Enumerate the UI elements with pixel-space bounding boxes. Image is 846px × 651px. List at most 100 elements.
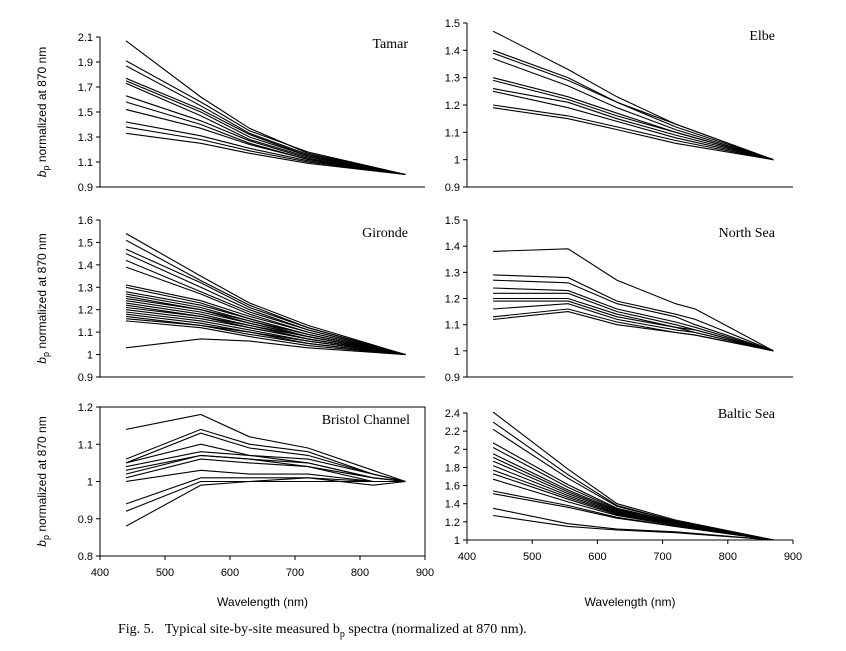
series-line-s4 xyxy=(125,77,406,176)
series-line-s2 xyxy=(492,49,774,161)
series-line-s1 xyxy=(125,40,406,176)
series-line-s2 xyxy=(492,421,774,541)
series-line-s15 xyxy=(492,507,774,541)
series-line-s12 xyxy=(492,478,774,541)
x-tick-label: 600 xyxy=(588,551,606,563)
y-tick-label: 1.5 xyxy=(445,18,460,30)
chart-panel-5: 0.8 0.9 1 1.1 1.2 400 500 600 700 800 900 Bristol C… xyxy=(35,402,434,609)
y-tick-label: 1 xyxy=(454,346,460,358)
y-tick-label: 0.9 xyxy=(78,182,93,194)
y-tick-label: 1 xyxy=(87,350,93,362)
series-line-s1 xyxy=(125,233,406,356)
y-tick-label: 0.9 xyxy=(78,514,93,526)
x-tick-label: 700 xyxy=(286,567,304,579)
series-line-s5 xyxy=(492,447,774,541)
series-line-s12 xyxy=(125,477,406,527)
series-line-s17 xyxy=(125,309,406,356)
series-line-s10 xyxy=(493,107,774,161)
y-tick-label: 2.2 xyxy=(445,426,460,438)
series-line-s2 xyxy=(125,60,406,176)
y-tick-label: 1.4 xyxy=(445,499,460,511)
series-line-s11 xyxy=(492,473,774,541)
x-tick-label: 900 xyxy=(416,567,434,579)
panel-title: Tamar xyxy=(372,37,408,52)
y-tick-label: 0.9 xyxy=(445,372,460,384)
series-line-s7 xyxy=(493,88,774,161)
series-line-s8 xyxy=(493,303,774,352)
series-line-s6 xyxy=(492,79,774,161)
series-line-s4 xyxy=(492,57,774,161)
series-line-s14 xyxy=(493,493,774,541)
x-tick-label: 400 xyxy=(458,551,476,563)
series-line-s9 xyxy=(125,108,406,176)
y-tick-label: 1.7 xyxy=(78,82,93,94)
y-tick-label: 1.3 xyxy=(445,267,460,279)
series-line-s7 xyxy=(492,456,774,541)
x-tick-label: 700 xyxy=(653,551,671,563)
series-line-s9 xyxy=(492,465,774,541)
y-tick-label: 1.2 xyxy=(78,402,93,414)
series-line-s6 xyxy=(493,297,774,352)
y-tick-label: 1 xyxy=(87,477,93,489)
series-line-s3 xyxy=(493,279,774,352)
y-tick-label: 1.3 xyxy=(445,73,460,85)
series-line-s1 xyxy=(493,248,774,352)
chart-panel-4: 0.9 1 1.1 1.2 1.3 1.4 1.5 North Sea xyxy=(445,215,793,384)
y-tick-label: 1.2 xyxy=(78,305,93,317)
y-axis-label: bp normalized at 870 nm xyxy=(35,233,51,363)
x-axis-label: Wavelength (nm) xyxy=(217,595,308,609)
y-tick-label: 1.2 xyxy=(445,100,460,112)
y-tick-label: 1.6 xyxy=(78,215,93,227)
y-tick-label: 1.4 xyxy=(445,45,460,57)
series-line-s3 xyxy=(125,65,406,176)
panel-title: Elbe xyxy=(749,29,775,44)
series-line-s3 xyxy=(492,428,774,541)
panel-title: Gironde xyxy=(362,226,408,241)
y-tick-label: 1.1 xyxy=(78,327,93,339)
y-tick-label: 0.9 xyxy=(78,372,93,384)
series-line-s10 xyxy=(125,121,406,176)
caption-sub: p xyxy=(339,628,345,640)
series-line-s21 xyxy=(125,318,406,356)
panel-title: North Sea xyxy=(719,226,776,241)
y-tick-label: 1.9 xyxy=(78,57,93,69)
series-line-s10 xyxy=(493,311,774,352)
y-tick-label: 1.5 xyxy=(78,237,93,249)
series-line-s8 xyxy=(492,90,774,161)
series-line-s4 xyxy=(125,443,406,483)
y-axis-label: bp normalized at 870 nm xyxy=(35,416,51,546)
y-tick-label: 1 xyxy=(454,155,460,167)
y-tick-label: 1.1 xyxy=(445,127,460,139)
x-tick-label: 500 xyxy=(523,551,541,563)
series-line-s8 xyxy=(125,101,406,176)
x-tick-label: 500 xyxy=(156,567,174,579)
y-tick-label: 1.1 xyxy=(78,439,93,451)
y-tick-label: 1.2 xyxy=(445,294,460,306)
chart-panel-2: 0.9 1 1.1 1.2 1.3 1.4 1.5 Elbe xyxy=(445,18,793,194)
series-line-s16 xyxy=(493,514,774,541)
series-line-s11 xyxy=(125,126,406,176)
chart-panel-3: 0.9 1 1.1 1.2 1.3 1.4 1.5 1.6 Gironde bp normaliz… xyxy=(35,215,425,384)
y-tick-label: 1.4 xyxy=(445,241,460,253)
caption-prefix: Fig. 5. xyxy=(118,622,155,637)
series-line-s7 xyxy=(493,300,774,352)
x-tick-label: 800 xyxy=(351,567,369,579)
series-line-s6 xyxy=(125,82,406,176)
y-tick-label: 1.1 xyxy=(78,157,93,169)
chart-panel-1: 0.9 1.1 1.3 1.5 1.7 1.9 2.1 Tamar bp normalized … xyxy=(35,32,425,194)
series-line-s2 xyxy=(493,274,774,352)
x-tick-label: 800 xyxy=(719,551,737,563)
y-tick-label: 1.5 xyxy=(78,107,93,119)
x-tick-label: 400 xyxy=(91,567,109,579)
series-line-s1 xyxy=(492,411,774,541)
series-line-s9 xyxy=(493,104,774,161)
figure-caption: Fig. 5. Typical site-by-site measured bp… xyxy=(118,622,527,640)
caption-suffix: spectra (normalized at 870 nm). xyxy=(344,622,527,637)
series-line-s8 xyxy=(492,460,774,541)
series-line-s1 xyxy=(125,413,406,483)
series-line-s22 xyxy=(125,320,406,356)
y-tick-label: 2.4 xyxy=(445,408,460,420)
panel-title: Bristol Channel xyxy=(322,413,410,428)
y-tick-label: 1.3 xyxy=(78,132,93,144)
